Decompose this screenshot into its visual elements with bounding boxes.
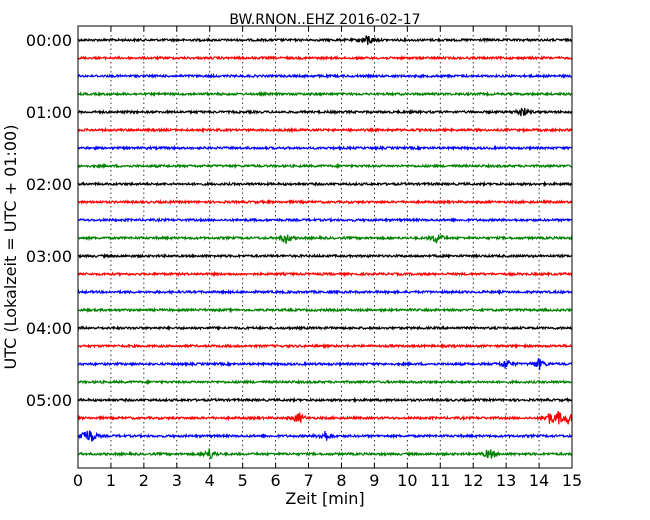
plot-frame — [77, 25, 573, 469]
x-tick-label: 13 — [496, 471, 516, 490]
x-tick-label: 14 — [529, 471, 549, 490]
seismic-traces — [77, 35, 573, 459]
seismic-trace — [77, 252, 573, 260]
seismic-trace — [77, 324, 573, 332]
x-tick-label: 4 — [205, 471, 215, 490]
y-axis-label: UTC (Lokalzeit = UTC + 01:00) — [1, 125, 20, 370]
y-tick-label: 00:00 — [26, 31, 72, 50]
y-tick-label: 03:00 — [26, 247, 72, 266]
seismic-trace — [77, 448, 573, 459]
x-tick-label: 0 — [73, 471, 83, 490]
seismic-trace — [77, 180, 573, 188]
seismic-trace — [77, 288, 573, 296]
x-tick-label: 9 — [369, 471, 379, 490]
seismic-trace — [77, 126, 573, 134]
x-tick-label: 1 — [106, 471, 116, 490]
x-axis-ticks: 0 1 2 3 4 5 6 7 8 9 10 11 12 13 14 15 — [73, 26, 582, 490]
seismic-trace — [77, 144, 573, 152]
x-tick-label: 10 — [397, 471, 417, 490]
y-tick-label: 05:00 — [26, 391, 72, 410]
seismic-trace — [77, 72, 573, 80]
x-tick-label: 7 — [303, 471, 313, 490]
x-tick-label: 5 — [238, 471, 248, 490]
grid-lines — [110, 26, 540, 468]
seismic-trace — [77, 216, 573, 224]
y-axis-ticks: 00:00 01:00 02:00 03:00 04:00 05:00 — [26, 31, 572, 410]
seismic-trace — [77, 233, 573, 244]
x-tick-label: 12 — [463, 471, 483, 490]
seismic-trace — [77, 270, 573, 278]
seismic-trace — [77, 358, 573, 371]
seismic-trace — [77, 430, 573, 442]
x-tick-label: 15 — [562, 471, 582, 490]
y-tick-label: 01:00 — [26, 103, 72, 122]
x-tick-label: 11 — [430, 471, 450, 490]
seismic-trace — [77, 342, 573, 350]
seismic-trace — [77, 306, 573, 314]
seismic-trace — [77, 396, 573, 404]
x-tick-label: 3 — [172, 471, 182, 490]
x-axis-label: Zeit [min] — [285, 489, 364, 508]
seismic-trace — [77, 35, 573, 45]
seismic-trace — [77, 90, 573, 98]
seismic-trace — [77, 107, 573, 117]
seismic-trace — [77, 54, 573, 62]
seismic-trace — [77, 378, 573, 386]
seismic-trace — [77, 198, 573, 206]
x-tick-label: 6 — [271, 471, 281, 490]
chart-title: BW.RNON..EHZ 2016-02-17 — [229, 12, 420, 28]
y-tick-label: 04:00 — [26, 319, 72, 338]
y-tick-label: 02:00 — [26, 175, 72, 194]
x-tick-label: 8 — [336, 471, 346, 490]
seismic-trace — [77, 410, 573, 425]
x-tick-label: 2 — [139, 471, 149, 490]
seismic-trace — [77, 162, 573, 170]
